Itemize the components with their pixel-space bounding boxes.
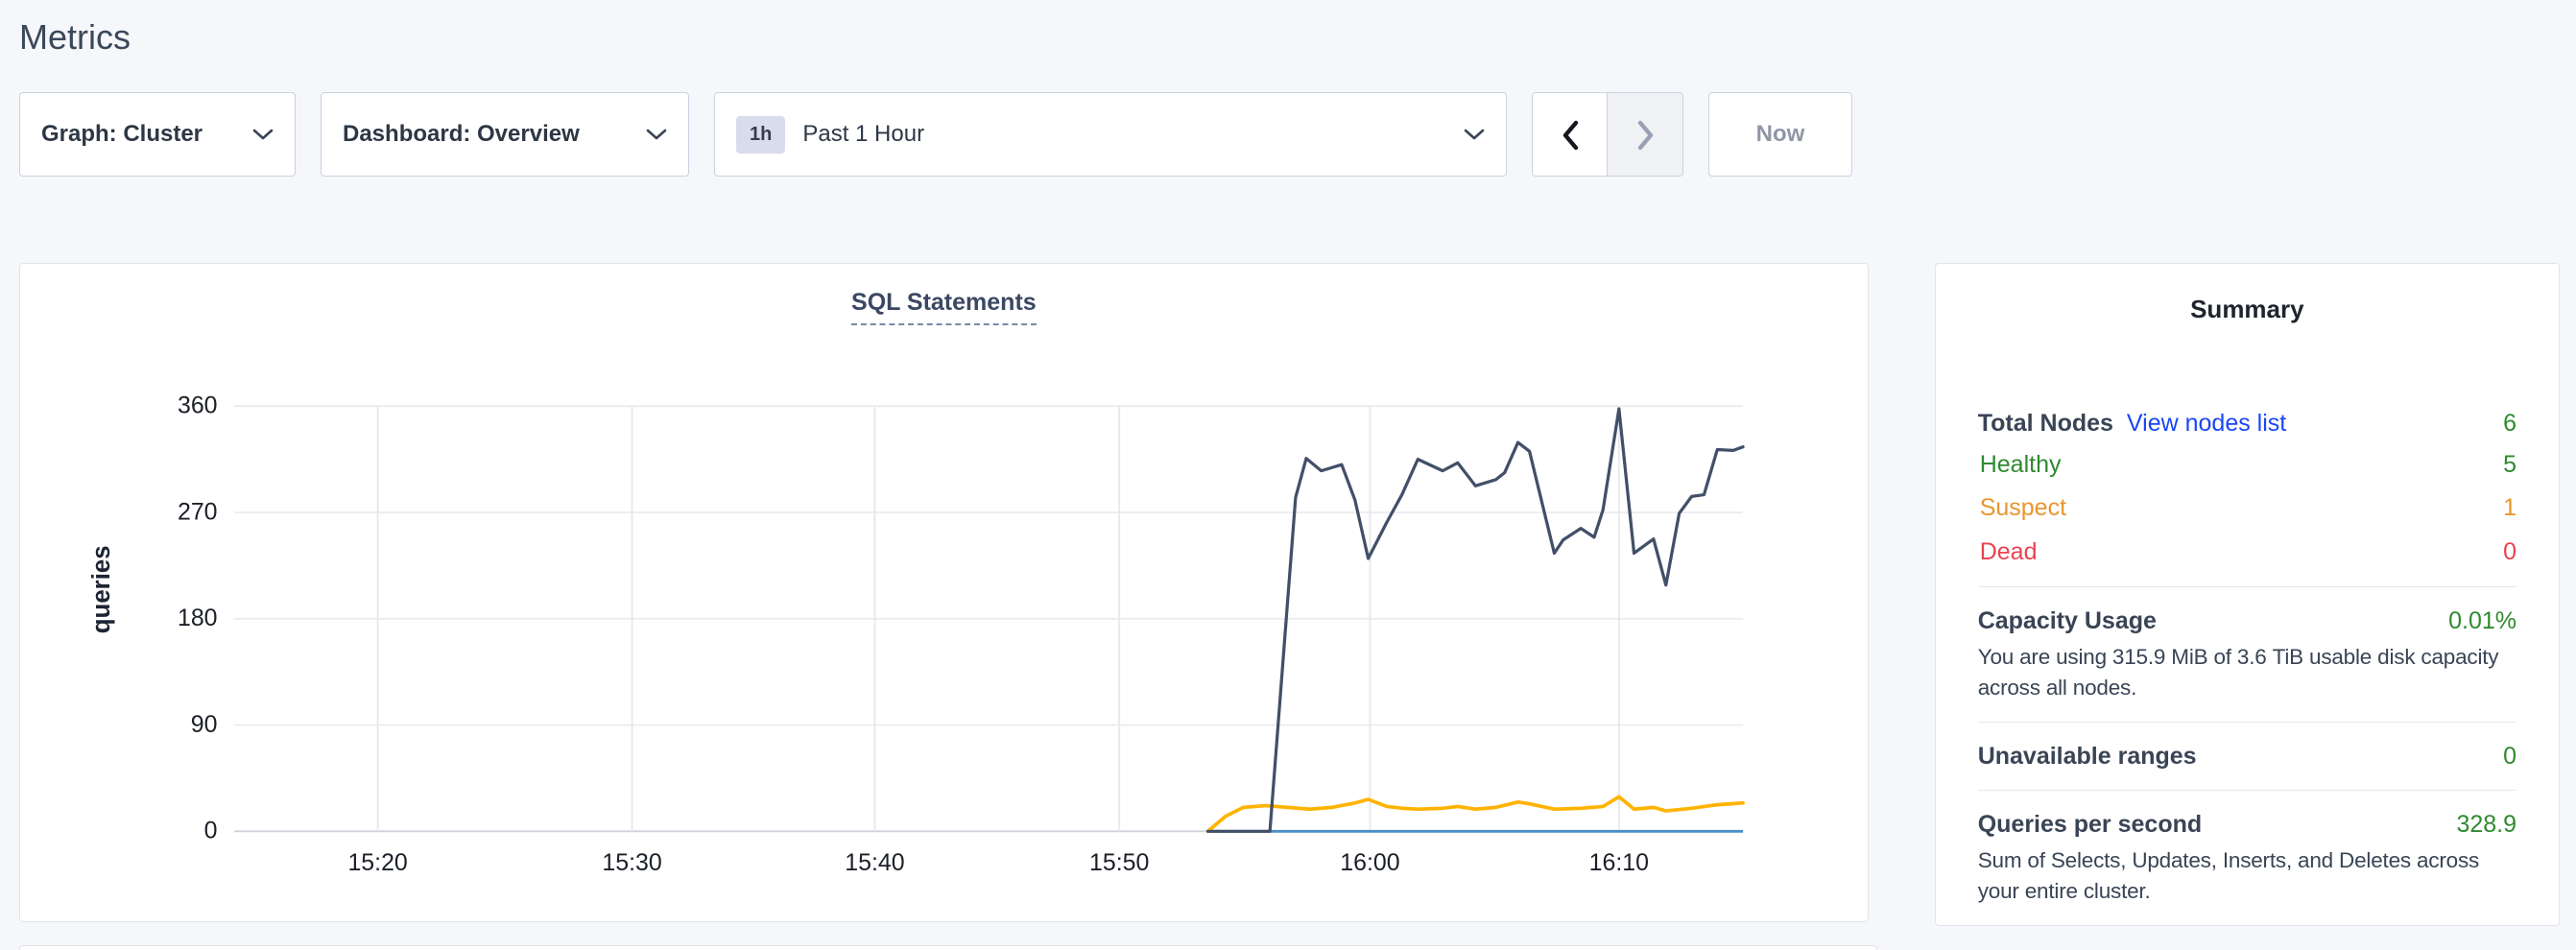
svg-text:90: 90 bbox=[191, 711, 218, 738]
svg-text:queries: queries bbox=[88, 545, 115, 633]
svg-text:15:30: 15:30 bbox=[602, 849, 661, 876]
svg-text:15:20: 15:20 bbox=[347, 849, 407, 876]
svg-text:360: 360 bbox=[178, 392, 218, 419]
svg-text:15:50: 15:50 bbox=[1089, 849, 1149, 876]
svg-text:16:00: 16:00 bbox=[1340, 849, 1399, 876]
svg-text:0: 0 bbox=[204, 818, 218, 844]
svg-text:180: 180 bbox=[178, 605, 218, 631]
svg-text:16:10: 16:10 bbox=[1589, 849, 1649, 876]
svg-text:270: 270 bbox=[178, 498, 218, 525]
svg-text:15:40: 15:40 bbox=[845, 849, 904, 876]
